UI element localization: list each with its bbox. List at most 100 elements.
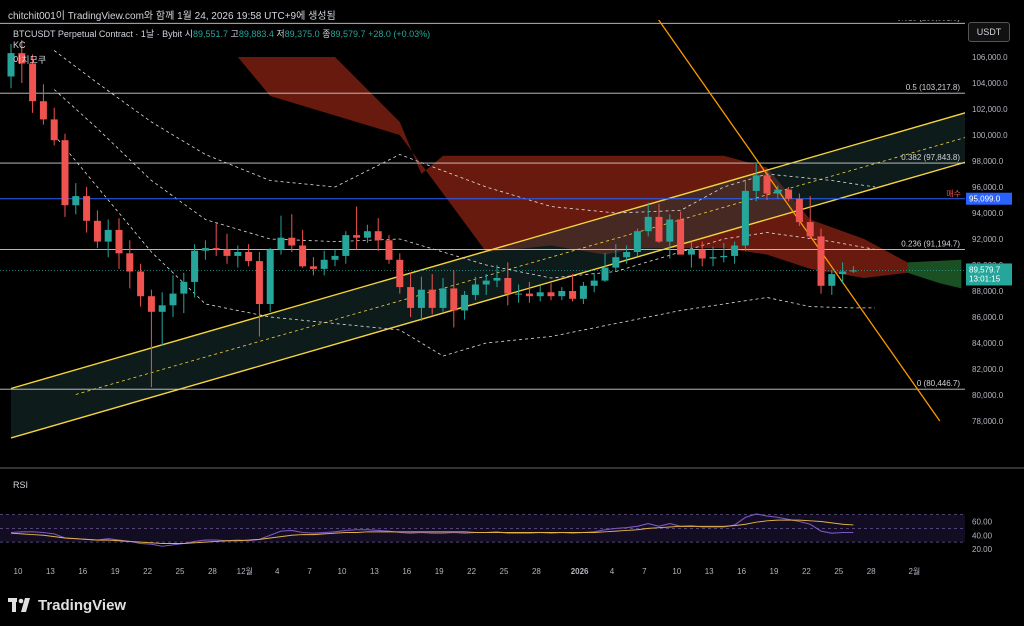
candle-body — [806, 222, 814, 237]
candle-body — [61, 140, 69, 206]
fib-level-label: 0.382 (97,843.8) — [901, 153, 960, 162]
price-tick-label: 82,000.0 — [972, 365, 1004, 374]
candle-body — [655, 216, 663, 242]
time-tick-label: 16 — [737, 567, 746, 576]
candle-body — [752, 175, 760, 191]
rsi-legend[interactable]: RSI — [13, 480, 29, 490]
candle-body — [817, 236, 825, 286]
rsi-line — [10, 513, 854, 547]
candle-body — [191, 250, 199, 282]
rsi-tick-label: 60.00 — [972, 518, 993, 527]
tradingview-logo-text: TradingView — [38, 596, 127, 614]
ichimoku-cloud-red — [237, 57, 908, 278]
indicator-ichimoku[interactable]: 이치모쿠 — [13, 55, 47, 65]
candle-body — [374, 231, 382, 241]
last-price-value: 89,579.7 — [969, 265, 1001, 274]
time-tick-label: 2026 — [571, 567, 589, 576]
time-tick-label: 16 — [402, 567, 411, 576]
candle-body — [147, 296, 155, 312]
candle-body — [601, 267, 609, 281]
candle-body — [180, 281, 188, 294]
candle-body — [461, 294, 469, 311]
candle-body — [439, 288, 447, 308]
candle-body — [255, 261, 263, 304]
candle-body — [590, 280, 598, 286]
price-tick-label: 106,000.0 — [972, 53, 1008, 62]
price-tick-label: 104,000.0 — [972, 79, 1008, 88]
time-tick-label: 22 — [143, 567, 152, 576]
candle-body — [493, 278, 501, 281]
time-tick-label: 7 — [642, 567, 647, 576]
candle-body — [158, 305, 166, 312]
tradingview-logo: TradingView — [8, 594, 126, 616]
time-tick-label: 19 — [111, 567, 120, 576]
time-tick-label: 7 — [307, 567, 312, 576]
symbol-legend[interactable]: BTCUSDT Perpetual Contract · 1날 · Bybit … — [13, 27, 430, 40]
open-label: 시 — [184, 29, 193, 39]
candle-body — [115, 229, 123, 254]
candle-body — [407, 287, 415, 308]
price-tick-label: 96,000.0 — [972, 183, 1004, 192]
candle-body — [396, 259, 404, 288]
time-tick-label: 4 — [275, 567, 280, 576]
price-tick-label: 102,000.0 — [972, 105, 1008, 114]
time-tick-label: 25 — [176, 567, 185, 576]
candle-body — [18, 53, 26, 64]
candle-body — [525, 293, 533, 297]
candle-body — [428, 289, 436, 308]
buy-level-tag: 매수 — [946, 190, 961, 199]
high-label: 고 — [230, 29, 239, 39]
price-tick-label: 98,000.0 — [972, 157, 1004, 166]
candle-body — [774, 189, 782, 194]
price-tick-label: 84,000.0 — [972, 339, 1004, 348]
last-price-timer: 13:01:15 — [969, 274, 1001, 283]
candle-body — [720, 255, 728, 258]
candle-body — [320, 259, 328, 269]
candle-body — [126, 253, 134, 272]
candle-body — [137, 271, 145, 297]
candle-body — [363, 231, 371, 238]
candle-body — [698, 249, 706, 259]
time-tick-label: 19 — [770, 567, 779, 576]
time-tick-label: 10 — [14, 567, 23, 576]
time-tick-label: 28 — [532, 567, 541, 576]
candle-body — [741, 190, 749, 246]
rsi-ma-line — [10, 519, 854, 544]
tradingview-logo-icon — [8, 598, 30, 612]
time-tick-label: 4 — [610, 567, 615, 576]
indicator-kc[interactable]: KC — [13, 40, 26, 50]
candle-body — [212, 248, 220, 250]
price-tick-label: 88,000.0 — [972, 287, 1004, 296]
channel-lower-line — [10, 161, 965, 439]
close-value: 89,579.7 — [330, 29, 366, 39]
candle-body — [417, 289, 425, 308]
buy-level-price: 95,099.0 — [969, 195, 1001, 204]
candle-body — [169, 293, 177, 306]
open-value: 89,551.7 — [192, 29, 229, 39]
fib-level-label: 0 (80,446.7) — [917, 379, 960, 388]
rsi-tick-label: 40.00 — [972, 531, 993, 540]
candle-body — [785, 189, 793, 199]
candle-body — [666, 219, 674, 242]
currency-button[interactable]: USDT — [968, 22, 1010, 42]
candle-body — [471, 284, 479, 295]
candle-body — [612, 257, 620, 268]
change-value: +28.0 (+0.03%) — [368, 29, 431, 39]
keltner-lower-line — [53, 134, 875, 357]
header-title: chitchit001이 TradingView.com와 함께 1월 24, … — [8, 11, 336, 22]
candle-body — [709, 257, 717, 259]
candle-body — [569, 291, 577, 299]
candle-body — [201, 248, 209, 251]
candle-body — [731, 245, 739, 256]
time-tick-label: 25 — [834, 567, 843, 576]
candle-body — [223, 249, 231, 256]
time-tick-label: 13 — [370, 567, 379, 576]
buy-level-badge — [966, 192, 1012, 205]
candle-body — [288, 237, 296, 246]
price-tick-label: 92,000.0 — [972, 235, 1004, 244]
candle-body — [849, 270, 857, 272]
candle-body — [342, 235, 350, 256]
symbol-name: BTCUSDT Perpetual Contract · 1날 · Bybit — [13, 29, 183, 39]
candle-body — [558, 291, 566, 297]
